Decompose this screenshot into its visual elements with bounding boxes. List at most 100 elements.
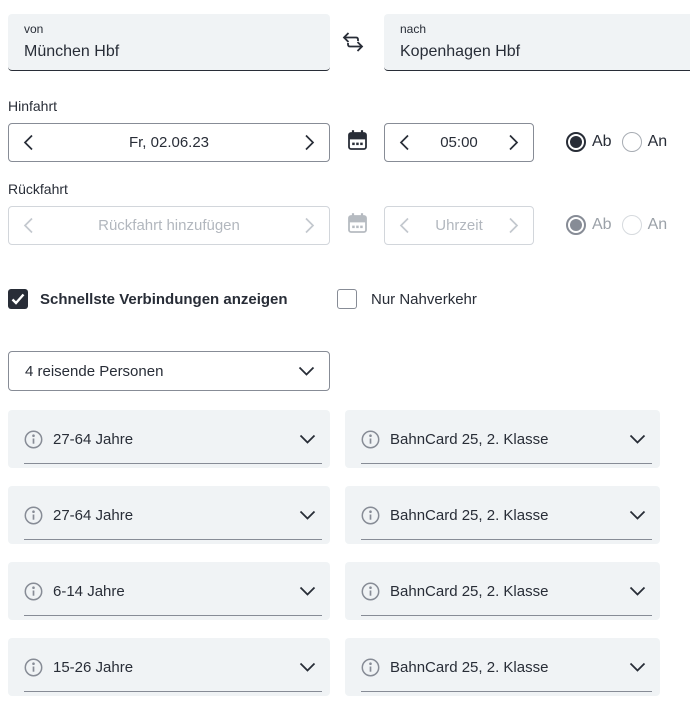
passenger-2-age-value: 27-64 Jahre xyxy=(53,506,134,524)
passenger-3-age-select[interactable]: 6-14 Jahre xyxy=(8,562,330,620)
outbound-calendar-button[interactable] xyxy=(346,128,370,152)
outbound-arrival-label: An xyxy=(647,133,668,150)
return-earlier-time-button[interactable] xyxy=(397,215,412,236)
passenger-1-discount-select[interactable]: BahnCard 25, 2. Klasse xyxy=(345,410,660,468)
chevron-down-icon xyxy=(629,662,646,672)
outbound-time-value[interactable]: 05:00 xyxy=(440,134,478,151)
passenger-1-age-value: 27-64 Jahre xyxy=(53,430,134,448)
checkmark-icon xyxy=(11,293,25,305)
info-icon xyxy=(24,430,43,449)
to-field-label: nach xyxy=(400,22,427,36)
outbound-departure-radio[interactable]: Ab xyxy=(566,132,612,152)
outbound-time-mode-group: Ab An xyxy=(566,132,667,152)
passenger-1-age-select[interactable]: 27-64 Jahre xyxy=(8,410,330,468)
return-arrival-label: An xyxy=(647,216,668,233)
return-later-time-button[interactable] xyxy=(506,215,521,236)
regional-only-checkbox[interactable]: Nur Nahverkehr xyxy=(337,289,477,309)
passenger-3-age-value: 6-14 Jahre xyxy=(53,582,125,600)
passenger-3-discount-value: BahnCard 25, 2. Klasse xyxy=(390,582,549,600)
passenger-4-age-select[interactable]: 15-26 Jahre xyxy=(8,638,330,696)
chevron-right-icon xyxy=(305,134,315,151)
chevron-right-icon xyxy=(305,217,315,234)
passenger-4-discount-select[interactable]: BahnCard 25, 2. Klasse xyxy=(345,638,660,696)
chevron-down-icon xyxy=(629,434,646,444)
radio-unselected-icon xyxy=(621,132,642,152)
return-arrival-radio[interactable]: An xyxy=(621,215,668,235)
fastest-connections-checkbox[interactable]: Schnellste Verbindungen anzeigen xyxy=(8,289,288,309)
select-underline xyxy=(24,539,322,540)
outbound-date-value[interactable]: Fr, 02.06.23 xyxy=(128,134,210,151)
from-field-value: München Hbf xyxy=(24,43,120,60)
outbound-time-stepper: 05:00 xyxy=(384,123,534,162)
info-icon xyxy=(361,582,380,601)
chevron-down-icon xyxy=(299,434,316,444)
swap-stations-button[interactable] xyxy=(340,29,366,55)
info-icon xyxy=(24,582,43,601)
passenger-2-discount-select[interactable]: BahnCard 25, 2. Klasse xyxy=(345,486,660,544)
return-departure-radio[interactable]: Ab xyxy=(566,215,612,235)
swap-icon xyxy=(342,32,364,52)
radio-unselected-icon xyxy=(621,215,642,235)
checkbox-checked-icon xyxy=(8,289,28,309)
chevron-down-icon xyxy=(299,662,316,672)
radio-selected-icon xyxy=(566,215,586,235)
return-date-placeholder[interactable]: Rückfahrt hinzufügen xyxy=(98,217,240,234)
passenger-4-discount-value: BahnCard 25, 2. Klasse xyxy=(390,658,549,676)
checkbox-unchecked-icon xyxy=(337,289,357,309)
info-icon xyxy=(24,658,43,677)
outbound-later-time-button[interactable] xyxy=(506,132,521,153)
passenger-4-age-value: 15-26 Jahre xyxy=(53,658,134,676)
to-field-value: Kopenhagen Hbf xyxy=(400,43,521,60)
outbound-earlier-time-button[interactable] xyxy=(397,132,412,153)
from-station-field[interactable]: von München Hbf xyxy=(8,14,330,71)
chevron-down-icon xyxy=(298,366,315,376)
outbound-section-label: Hinfahrt xyxy=(8,98,58,114)
chevron-down-icon xyxy=(299,510,316,520)
select-underline xyxy=(361,539,652,540)
outbound-next-day-button[interactable] xyxy=(302,132,317,153)
radio-selected-icon xyxy=(566,132,586,152)
select-underline xyxy=(361,615,652,616)
passenger-1-discount-value: BahnCard 25, 2. Klasse xyxy=(390,430,549,448)
return-date-stepper: Rückfahrt hinzufügen xyxy=(8,206,330,245)
calendar-icon xyxy=(348,212,367,233)
info-icon xyxy=(24,506,43,525)
chevron-right-icon xyxy=(509,134,519,151)
to-station-field[interactable]: nach Kopenhagen Hbf xyxy=(384,14,690,71)
return-calendar-button[interactable] xyxy=(346,211,370,235)
chevron-right-icon xyxy=(509,217,519,234)
chevron-down-icon xyxy=(629,586,646,596)
outbound-date-stepper: Fr, 02.06.23 xyxy=(8,123,330,162)
passenger-3-discount-select[interactable]: BahnCard 25, 2. Klasse xyxy=(345,562,660,620)
chevron-left-icon xyxy=(23,217,33,234)
passenger-2-discount-value: BahnCard 25, 2. Klasse xyxy=(390,506,549,524)
outbound-previous-day-button[interactable] xyxy=(21,132,36,153)
info-icon xyxy=(361,658,380,677)
return-time-stepper: Uhrzeit xyxy=(384,206,534,245)
return-next-day-button[interactable] xyxy=(302,215,317,236)
chevron-left-icon xyxy=(399,134,409,151)
passenger-count-select[interactable]: 4 reisende Personen xyxy=(8,351,330,391)
info-icon xyxy=(361,506,380,525)
chevron-left-icon xyxy=(399,217,409,234)
chevron-left-icon xyxy=(23,134,33,151)
from-field-label: von xyxy=(24,22,44,36)
return-time-mode-group: Ab An xyxy=(566,215,667,235)
return-previous-day-button[interactable] xyxy=(21,215,36,236)
regional-only-label: Nur Nahverkehr xyxy=(371,290,477,308)
select-underline xyxy=(361,691,652,692)
select-underline xyxy=(24,463,322,464)
return-time-placeholder[interactable]: Uhrzeit xyxy=(435,217,483,234)
calendar-icon xyxy=(348,129,367,150)
info-icon xyxy=(361,430,380,449)
passenger-2-age-select[interactable]: 27-64 Jahre xyxy=(8,486,330,544)
return-section-label: Rückfahrt xyxy=(8,181,68,197)
select-underline xyxy=(361,463,652,464)
select-underline xyxy=(24,615,322,616)
fastest-connections-label: Schnellste Verbindungen anzeigen xyxy=(40,290,288,308)
outbound-departure-label: Ab xyxy=(592,133,612,150)
outbound-arrival-radio[interactable]: An xyxy=(621,132,668,152)
return-departure-label: Ab xyxy=(592,216,612,233)
chevron-down-icon xyxy=(629,510,646,520)
